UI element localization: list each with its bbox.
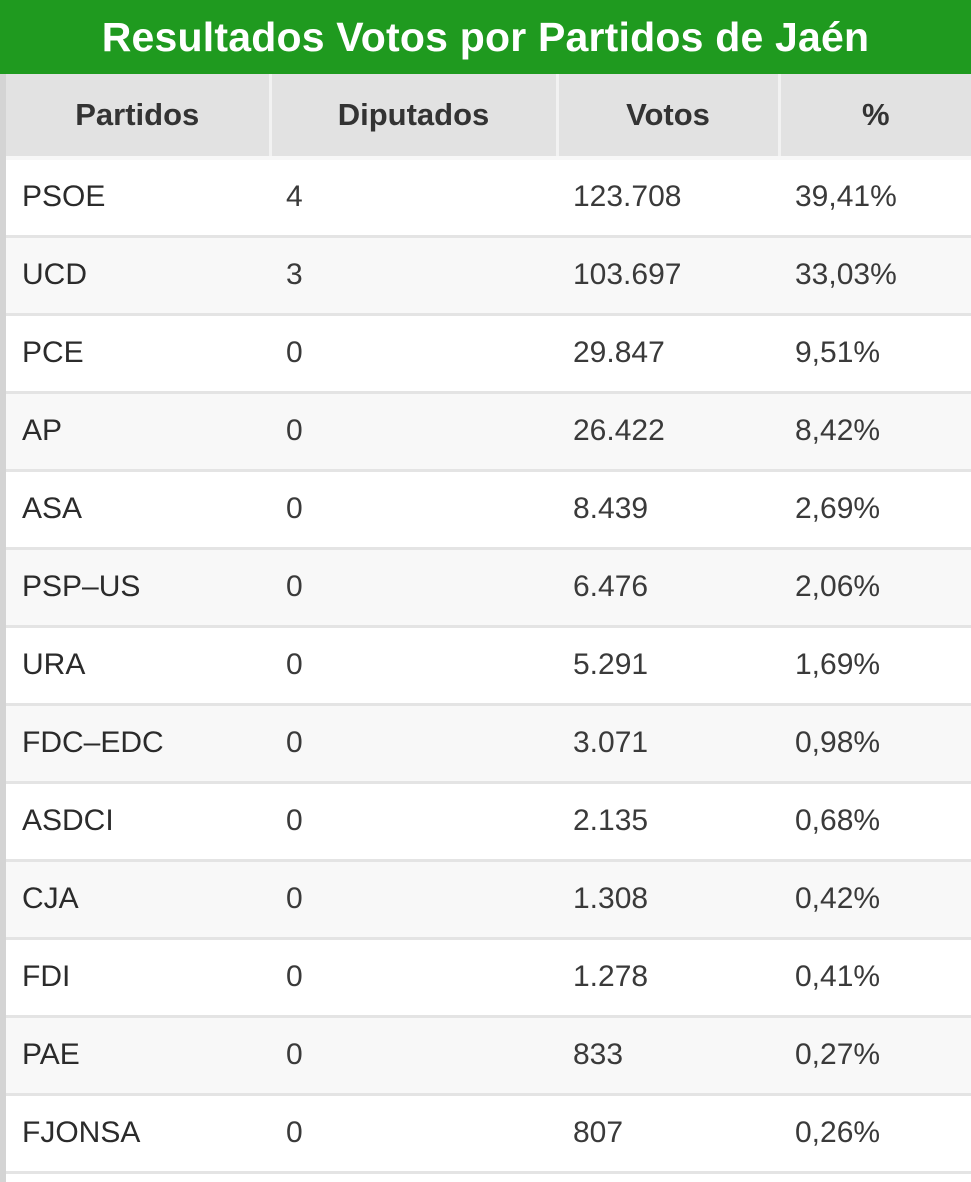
table-row: PSP–US 0 6.476 2,06% [6, 548, 971, 628]
seats-cell: 0 [270, 470, 557, 550]
table-row: PCE 0 29.847 9,51% [6, 314, 971, 394]
table-row: UCD 3 103.697 33,03% [6, 236, 971, 316]
page-title: Resultados Votos por Partidos de Jaén [101, 13, 870, 60]
seats-cell: 0 [270, 1016, 557, 1096]
percent-cell: 2,06% [779, 548, 971, 628]
percent-cell: 0,26% [779, 1094, 971, 1174]
votes-cell: 3.071 [557, 704, 779, 784]
seats-cell: 0 [270, 392, 557, 472]
party-name-cell: ASA [6, 470, 270, 550]
table-row: PSOE 4 123.708 39,41% [6, 158, 971, 238]
party-name-cell: FDI [6, 938, 270, 1018]
party-name-cell: FDC–EDC [6, 704, 270, 784]
seats-cell: 0 [270, 938, 557, 1018]
percent-cell: 8,42% [779, 392, 971, 472]
column-header-partidos[interactable]: Partidos [6, 74, 272, 160]
percent-cell: 2,69% [779, 470, 971, 550]
table-row: FJONSA 0 807 0,26% [6, 1094, 971, 1174]
party-name-cell: CJA [6, 860, 270, 940]
votes-cell: 29.847 [557, 314, 779, 394]
title-banner: Resultados Votos por Partidos de Jaén [0, 0, 971, 74]
party-name-cell: UCD [6, 236, 270, 316]
table-row: CJA 0 1.308 0,42% [6, 860, 971, 940]
party-name-cell: PAE [6, 1016, 270, 1096]
results-table: Partidos Diputados Votos % PSOE 4 123.708 3… [6, 74, 971, 1174]
votes-cell: 103.697 [557, 236, 779, 316]
column-header-percent[interactable]: % [779, 74, 971, 160]
table-header-row: Partidos Diputados Votos % [6, 74, 971, 160]
party-name-cell: PSOE [6, 158, 270, 238]
percent-cell: 0,42% [779, 860, 971, 940]
votes-cell: 2.135 [557, 782, 779, 862]
seats-cell: 0 [270, 626, 557, 706]
votes-cell: 807 [557, 1094, 779, 1174]
seats-cell: 4 [270, 158, 557, 238]
percent-cell: 0,98% [779, 704, 971, 784]
seats-cell: 0 [270, 548, 557, 628]
seats-cell: 0 [270, 314, 557, 394]
votes-cell: 833 [557, 1016, 779, 1096]
seats-cell: 0 [270, 860, 557, 940]
table-row: ASA 0 8.439 2,69% [6, 470, 971, 550]
percent-cell: 0,68% [779, 782, 971, 862]
percent-cell: 39,41% [779, 158, 971, 238]
percent-cell: 9,51% [779, 314, 971, 394]
table-row: URA 0 5.291 1,69% [6, 626, 971, 706]
votes-cell: 5.291 [557, 626, 779, 706]
seats-cell: 0 [270, 782, 557, 862]
party-name-cell: PSP–US [6, 548, 270, 628]
table-body: PSOE 4 123.708 39,41% UCD 3 103.697 33,03% PCE 0 2… [6, 158, 971, 1174]
party-name-cell: URA [6, 626, 270, 706]
table-row: PAE 0 833 0,27% [6, 1016, 971, 1096]
table-row: ASDCI 0 2.135 0,68% [6, 782, 971, 862]
votes-cell: 8.439 [557, 470, 779, 550]
column-header-votos[interactable]: Votos [557, 74, 781, 160]
table-left-border [0, 74, 6, 1182]
seats-cell: 3 [270, 236, 557, 316]
table-row: FDC–EDC 0 3.071 0,98% [6, 704, 971, 784]
percent-cell: 33,03% [779, 236, 971, 316]
percent-cell: 0,27% [779, 1016, 971, 1096]
seats-cell: 0 [270, 704, 557, 784]
party-name-cell: AP [6, 392, 270, 472]
party-name-cell: FJONSA [6, 1094, 270, 1174]
votes-cell: 1.308 [557, 860, 779, 940]
votes-cell: 26.422 [557, 392, 779, 472]
column-header-diputados[interactable]: Diputados [270, 74, 559, 160]
percent-cell: 0,41% [779, 938, 971, 1018]
votes-cell: 123.708 [557, 158, 779, 238]
percent-cell: 1,69% [779, 626, 971, 706]
table-row: AP 0 26.422 8,42% [6, 392, 971, 472]
seats-cell: 0 [270, 1094, 557, 1174]
votes-cell: 1.278 [557, 938, 779, 1018]
votes-cell: 6.476 [557, 548, 779, 628]
results-table-container: Partidos Diputados Votos % PSOE 4 123.708 3… [6, 74, 971, 1174]
table-row: FDI 0 1.278 0,41% [6, 938, 971, 1018]
party-name-cell: PCE [6, 314, 270, 394]
party-name-cell: ASDCI [6, 782, 270, 862]
